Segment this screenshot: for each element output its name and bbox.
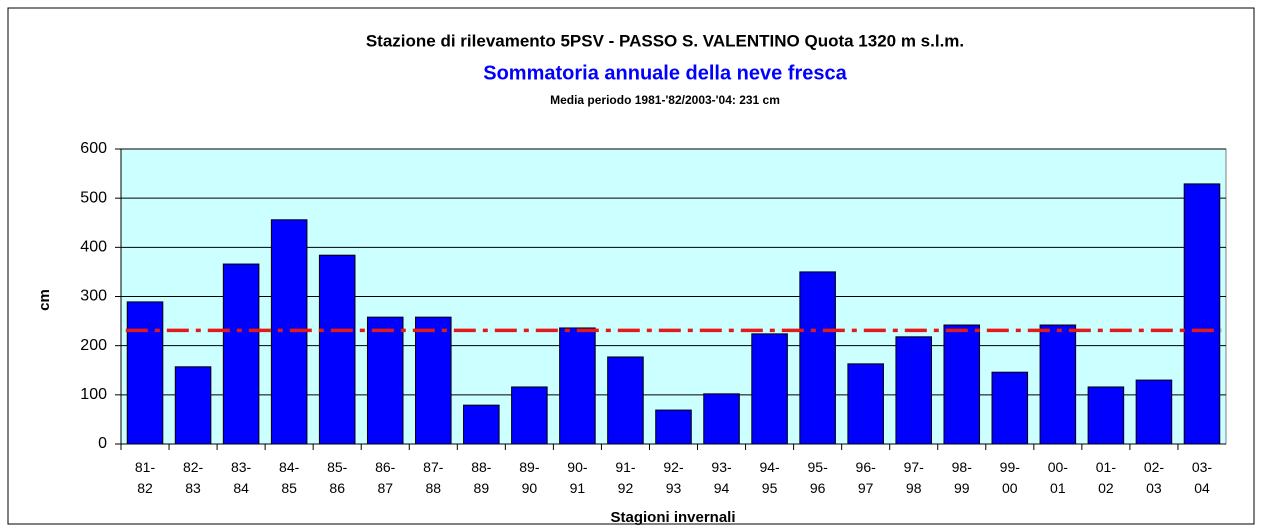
bar <box>222 263 260 445</box>
bar <box>126 301 164 445</box>
bar <box>511 386 548 445</box>
bar <box>174 366 212 445</box>
y-tick-label: 300 <box>80 288 107 305</box>
x-tick-label: 93-94 <box>711 459 732 496</box>
x-tick-label: 86-87 <box>375 459 396 496</box>
bar <box>463 404 500 445</box>
x-axis-label: Stagioni invernali <box>610 509 735 526</box>
x-tick-label: 94-95 <box>759 459 780 496</box>
x-tick-label: 96-97 <box>856 459 877 496</box>
bar <box>415 316 452 445</box>
y-tick-label: 600 <box>80 140 107 157</box>
x-tick-label: 02-03 <box>1144 459 1165 496</box>
x-tick-label: 97-98 <box>904 459 925 496</box>
y-tick-label: 100 <box>80 386 107 403</box>
bar <box>366 316 404 445</box>
bar <box>318 254 356 445</box>
bar <box>559 327 596 445</box>
x-tick-label: 81-82 <box>135 459 156 496</box>
x-tick-label: 95-96 <box>808 459 829 496</box>
x-tick-label: 89-90 <box>519 459 540 496</box>
x-tick-label: 87-88 <box>423 459 444 496</box>
bar <box>1135 379 1173 445</box>
bar <box>703 393 740 445</box>
bar <box>943 324 981 445</box>
x-tick-label: 84-85 <box>279 459 300 496</box>
bar <box>607 356 644 445</box>
x-tick-label: 03-04 <box>1192 459 1213 496</box>
x-tick-label: 01-02 <box>1096 459 1117 496</box>
bar <box>847 363 884 445</box>
x-tick-label: 83-84 <box>231 459 252 496</box>
bar <box>895 336 932 445</box>
x-tick-label: 90-91 <box>567 459 588 496</box>
chart-note: Media periodo 1981-'82/2003-'04: 231 cm <box>550 93 780 107</box>
y-tick-label: 400 <box>80 239 107 256</box>
bar <box>655 409 692 445</box>
x-tick-label: 91-92 <box>615 459 636 496</box>
bar <box>1087 386 1125 445</box>
y-tick-label: 500 <box>80 189 107 206</box>
x-tick-label: 85-86 <box>327 459 348 496</box>
chart-title: Stazione di rilevamento 5PSV - PASSO S. … <box>366 31 964 50</box>
x-tick-label: 99-00 <box>1000 459 1021 496</box>
x-tick-label: 88-89 <box>471 459 492 496</box>
y-tick-label: 0 <box>98 435 107 452</box>
x-tick-label: 98-99 <box>952 459 973 496</box>
bar <box>799 271 836 445</box>
bar <box>1039 324 1077 445</box>
bar <box>1183 183 1221 445</box>
y-axis-label: cm <box>36 289 53 311</box>
bar <box>991 371 1029 445</box>
bar <box>751 333 788 445</box>
x-tick-label: 00-01 <box>1048 459 1069 496</box>
y-tick-label: 200 <box>80 337 107 354</box>
x-tick-label: 82-83 <box>183 459 204 496</box>
chart-subtitle: Sommatoria annuale della neve fresca <box>483 62 847 84</box>
x-tick-label: 92-93 <box>663 459 684 496</box>
